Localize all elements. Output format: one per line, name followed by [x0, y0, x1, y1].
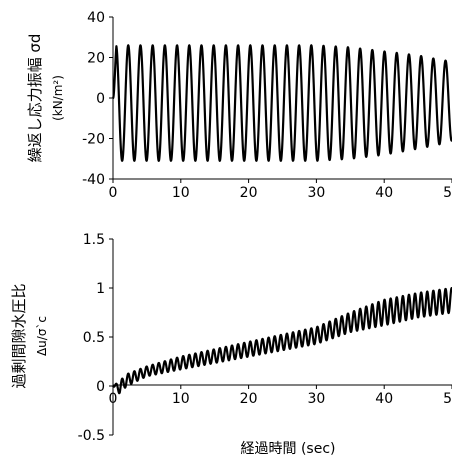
- bottom-x-tick-label: 30: [307, 391, 325, 407]
- bottom-y-tick-label: 1: [96, 281, 105, 297]
- top-series-line: [112, 44, 452, 162]
- top-y-tick-label: 20: [87, 51, 105, 67]
- top-x-tick-label: 30: [307, 185, 325, 201]
- top-y-tick-label: 0: [96, 91, 105, 107]
- bottom-x-tick-label: 20: [240, 391, 258, 407]
- top-y-axis-unit-group: (kN/m²): [51, 75, 65, 121]
- bottom-y-tick-label: 0: [96, 379, 105, 395]
- top-x-tick-label: 40: [375, 185, 393, 201]
- bottom-x-tick-label: 0: [109, 391, 118, 407]
- bottom-x-tick-label: 50: [443, 391, 452, 407]
- top-y-tick-label: -40: [82, 172, 105, 188]
- top-y-axis-unit: (kN/m²): [51, 75, 65, 121]
- x-axis-label: 経過時間 (sec): [241, 441, 336, 457]
- top-x-tick-label: 50: [443, 185, 452, 201]
- top-y-axis-label-group: 繰返し応力振幅 σd: [26, 34, 44, 163]
- bottom-y-tick-label: -0.5: [78, 428, 105, 444]
- top-x-tick-label: 0: [109, 185, 118, 201]
- bottom-y-axis-label-group: 過剰間隙水圧比: [10, 283, 28, 388]
- top-y-axis-label: 繰返し応力振幅 σd: [26, 34, 44, 163]
- top-y-tick-label: -20: [82, 132, 105, 148]
- bottom-y-tick-label: 0.5: [83, 330, 105, 346]
- bottom-series-line: [112, 286, 452, 395]
- top-y-tick-label: 40: [87, 10, 105, 26]
- top-stress-panel: -40 -20 0 20 40 0 10 20 30 40 50: [82, 10, 452, 201]
- bottom-y-axis-label: 過剰間隙水圧比: [10, 283, 28, 388]
- bottom-y-axis-unit: Δu/σ`c: [35, 316, 49, 356]
- bottom-pore-pressure-panel: -0.5 0 0.5 1 1.5 0 10 20 30 40 50: [78, 232, 452, 444]
- top-x-tick-label: 20: [240, 185, 258, 201]
- bottom-x-tick-label: 40: [375, 391, 393, 407]
- bottom-y-axis-unit-group: Δu/σ`c: [35, 316, 49, 356]
- top-x-tick-label: 10: [172, 185, 190, 201]
- bottom-y-tick-label: 1.5: [83, 232, 105, 248]
- bottom-x-tick-label: 10: [172, 391, 190, 407]
